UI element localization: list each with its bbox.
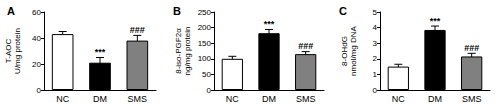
svg-text:150: 150 <box>198 39 212 48</box>
svg-text:0: 0 <box>373 86 378 95</box>
svg-text:20: 20 <box>32 60 41 69</box>
svg-text:8-OHdG: 8-OHdG <box>340 36 349 66</box>
svg-text:60: 60 <box>32 8 41 17</box>
svg-text:SMS: SMS <box>296 94 316 104</box>
svg-text:***: *** <box>95 47 106 57</box>
svg-text:U/mg protein: U/mg protein <box>13 28 22 74</box>
svg-text:100: 100 <box>198 54 212 63</box>
svg-text:C: C <box>339 5 347 17</box>
svg-text:NC: NC <box>56 94 69 104</box>
svg-text:###: ### <box>464 43 479 53</box>
svg-text:40: 40 <box>32 34 41 43</box>
svg-text:0: 0 <box>207 86 212 95</box>
svg-text:###: ### <box>130 25 145 35</box>
svg-text:3: 3 <box>373 39 378 48</box>
svg-text:nmol/mg DNA: nmol/mg DNA <box>349 25 358 75</box>
svg-text:###: ### <box>298 41 313 51</box>
svg-text:200: 200 <box>198 23 212 32</box>
svg-text:5: 5 <box>373 8 378 17</box>
svg-text:A: A <box>7 5 15 17</box>
svg-text:DM: DM <box>93 94 107 104</box>
svg-text:DM: DM <box>262 94 276 104</box>
svg-text:SMS: SMS <box>128 94 148 104</box>
svg-text:NC: NC <box>392 94 405 104</box>
svg-text:1: 1 <box>373 70 378 79</box>
svg-text:ng/mg protein: ng/mg protein <box>183 27 192 76</box>
svg-text:2: 2 <box>373 54 378 63</box>
svg-text:T-AOC: T-AOC <box>4 39 13 64</box>
svg-text:250: 250 <box>198 8 212 17</box>
svg-text:0: 0 <box>37 86 42 95</box>
svg-text:NC: NC <box>226 94 239 104</box>
svg-text:B: B <box>173 5 181 17</box>
svg-text:***: *** <box>264 19 275 29</box>
svg-text:DM: DM <box>428 94 442 104</box>
svg-text:***: *** <box>430 16 441 26</box>
svg-text:50: 50 <box>202 70 211 79</box>
svg-text:4: 4 <box>373 23 378 32</box>
svg-text:SMS: SMS <box>462 94 482 104</box>
svg-text:8-iso-PGF2α: 8-iso-PGF2α <box>174 28 183 74</box>
